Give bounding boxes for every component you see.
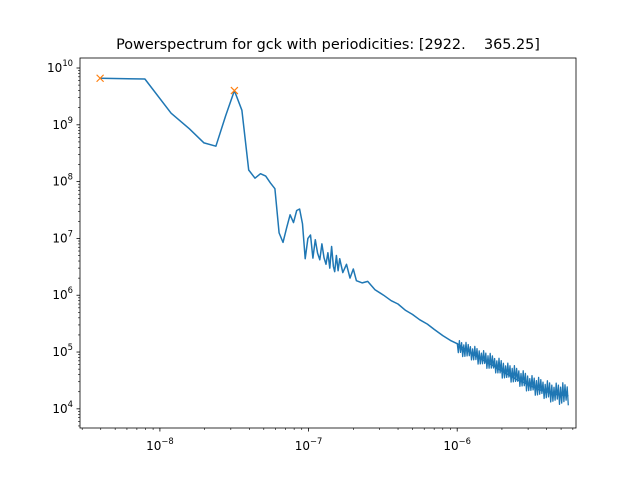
- y-tick-label: 109: [52, 115, 73, 132]
- y-tick-label: 104: [52, 399, 73, 416]
- y-tick-label: 1010: [47, 58, 73, 75]
- peak-marker: [230, 86, 239, 95]
- chart-title: Powerspectrum for gck with periodicities…: [116, 37, 540, 53]
- spectrum-line: [100, 77, 569, 397]
- x-tick-label: 10−7: [295, 436, 323, 453]
- x-tick-label: 10−6: [443, 436, 471, 453]
- peak-marker: [96, 74, 105, 83]
- y-tick-label: 106: [52, 285, 73, 302]
- y-tick-label: 105: [52, 342, 73, 359]
- spectrum-series: [100, 77, 569, 397]
- x-tick-label: 10−8: [146, 436, 174, 453]
- spectrum-band-trace: [456, 339, 569, 406]
- y-axis: 104 105 106 107 108 109 1010: [47, 58, 80, 427]
- peak-markers: [96, 74, 239, 95]
- spectrum-band: [456, 339, 569, 406]
- y-tick-label: 108: [52, 172, 73, 189]
- y-tick-label: 107: [52, 228, 73, 245]
- plot-frame: [79, 57, 577, 429]
- x-axis: 10−8 10−7 10−6: [81, 428, 574, 453]
